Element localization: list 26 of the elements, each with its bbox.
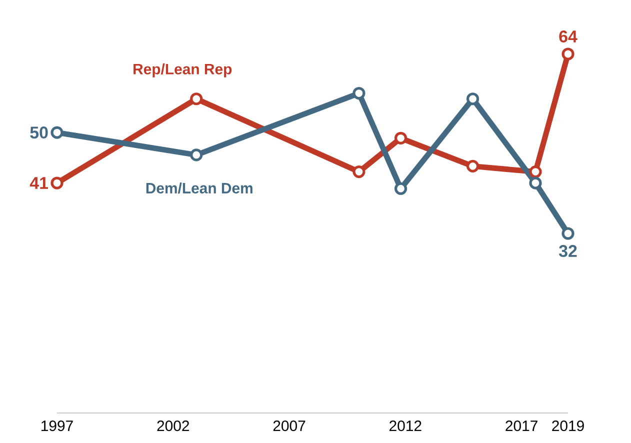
point: [352, 165, 366, 178]
point: [394, 182, 408, 195]
data-label: 50: [30, 126, 48, 139]
point: [50, 176, 64, 190]
point: [466, 160, 480, 172]
point: [466, 92, 480, 106]
data-label: 41: [30, 177, 48, 189]
point: [529, 176, 542, 190]
point: [50, 126, 64, 139]
point: [352, 86, 366, 100]
x-tick-label: 2012: [390, 420, 422, 432]
x-tick-label: 2002: [157, 420, 190, 432]
series-label: Dem/Lean Dem: [146, 182, 252, 194]
x-tick-label: 2017: [506, 420, 538, 432]
data-label: 64: [559, 30, 578, 42]
point: [529, 165, 542, 178]
point: [562, 48, 574, 60]
series-label: Rep/Lean Rep: [134, 63, 232, 78]
x-tick-label: 1997: [42, 420, 73, 432]
point: [562, 227, 574, 240]
point: [190, 92, 203, 106]
x-tick-label: 2019: [552, 420, 584, 432]
point: [190, 148, 203, 162]
x-tick-label: 2007: [273, 420, 306, 432]
point: [394, 132, 408, 144]
data-label: 32: [558, 245, 577, 258]
